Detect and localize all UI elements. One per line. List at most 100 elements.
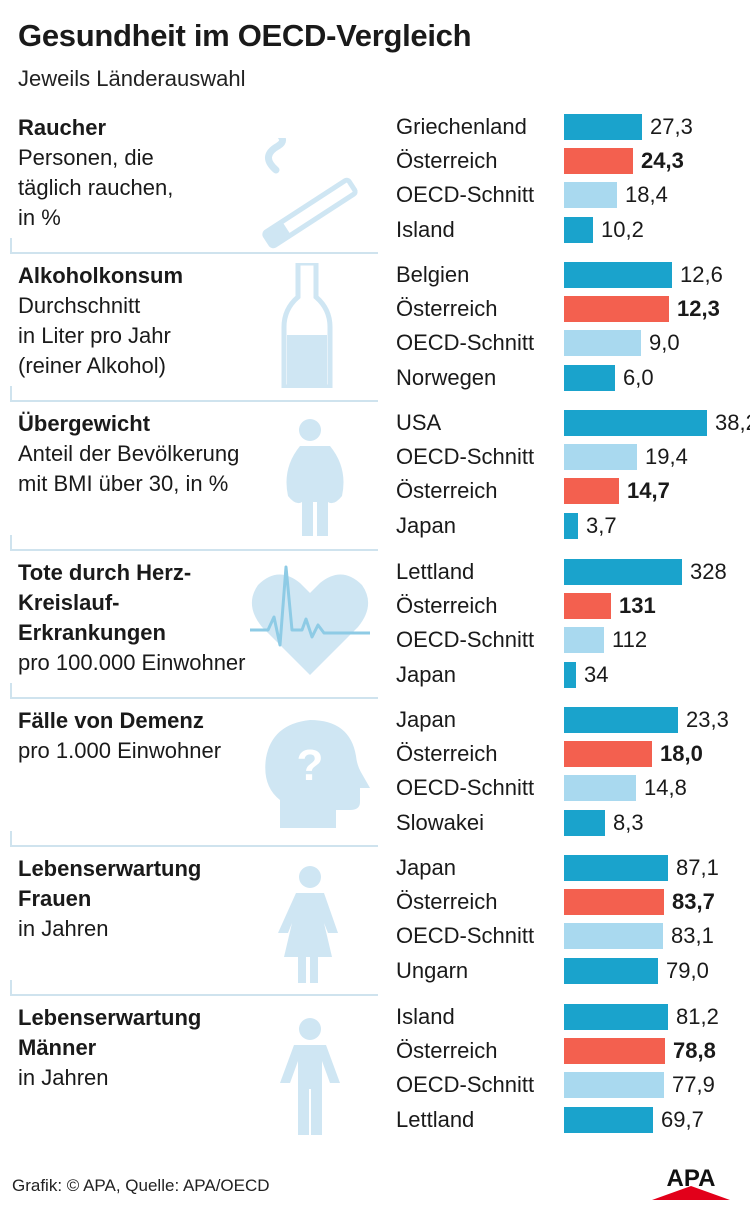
bar-row: Österreich 24,3 xyxy=(0,144,750,178)
bar-row: Island 10,2 xyxy=(0,213,750,247)
section-title: Lebenserwartung Männer xyxy=(18,1005,202,1060)
category-label: Österreich xyxy=(396,593,498,618)
value-label: 38,2 xyxy=(715,410,750,435)
bar xyxy=(564,810,605,836)
category-label: OECD-Schnitt xyxy=(396,444,535,469)
value-label: 77,9 xyxy=(672,1072,715,1097)
section-divider xyxy=(10,994,378,996)
bar-row: Slowakei 8,3 xyxy=(0,806,750,840)
bar xyxy=(564,593,611,619)
category-label: Griechenland xyxy=(396,114,527,139)
category-label: Lettland xyxy=(396,1107,475,1132)
section-divider xyxy=(10,400,378,402)
value-label: 78,8 xyxy=(673,1038,716,1063)
bar xyxy=(564,627,604,653)
chart-section: Alkoholkonsum Durchschnitt in Liter pro J… xyxy=(0,238,750,406)
chart-section: Übergewicht Anteil der Bevölkerung mit BM… xyxy=(0,386,750,554)
bar xyxy=(564,1004,668,1030)
value-label: 23,3 xyxy=(686,707,729,732)
apa-logo: APA xyxy=(652,1165,730,1200)
page-title: Gesundheit im OECD-Vergleich xyxy=(18,18,472,53)
category-label: Österreich xyxy=(396,148,498,173)
bar-row: Lettland 328 xyxy=(0,555,750,589)
section-divider xyxy=(10,252,378,254)
value-label: 8,3 xyxy=(613,810,644,835)
value-label: 12,3 xyxy=(677,296,720,321)
section-description: in Jahren xyxy=(18,916,109,941)
svg-text:?: ? xyxy=(297,741,324,790)
bar xyxy=(564,513,578,539)
chart-section: Raucher Personen, die täglich rauchen, in… xyxy=(0,110,750,258)
category-label: OECD-Schnitt xyxy=(396,627,535,652)
category-label: Japan xyxy=(396,513,456,538)
category-label: Österreich xyxy=(396,296,498,321)
section-description: in Jahren xyxy=(18,1065,109,1090)
bar xyxy=(564,741,652,767)
value-label: 18,0 xyxy=(660,741,703,766)
value-label: 12,6 xyxy=(680,262,723,287)
category-label: OECD-Schnitt xyxy=(396,1072,535,1097)
bar xyxy=(564,444,637,470)
bar-row: OECD-Schnitt 19,4 xyxy=(0,440,750,474)
bar-row: OECD-Schnitt 77,9 xyxy=(0,1068,750,1102)
chart-section: Tote durch Herz- Kreislauf- Erkrankungen… xyxy=(0,535,750,703)
woman-icon xyxy=(278,866,338,983)
value-label: 10,2 xyxy=(601,217,644,242)
value-label: 328 xyxy=(690,559,727,584)
bar xyxy=(564,182,617,208)
source-credit: Grafik: © APA, Quelle: APA/OECD xyxy=(12,1176,270,1195)
bar-row: Japan 23,3 xyxy=(0,703,750,737)
value-label: 6,0 xyxy=(623,365,654,390)
bar-row: Österreich 12,3 xyxy=(0,292,750,326)
value-label: 83,1 xyxy=(671,923,714,948)
bar-row: Griechenland 27,3 xyxy=(0,110,750,144)
bar-row: Österreich 78,8 xyxy=(0,1034,750,1068)
value-label: 87,1 xyxy=(676,855,719,880)
bar xyxy=(564,855,668,881)
section-divider-end xyxy=(10,831,12,845)
category-label: Japan xyxy=(396,707,456,732)
section-title: Raucher xyxy=(18,115,107,140)
section-title: Lebenserwartung Frauen xyxy=(18,856,202,911)
bar xyxy=(564,707,678,733)
value-label: 81,2 xyxy=(676,1004,719,1029)
chart-section: ? Fälle von Demenz pro 1.000 Einwohner Japa… xyxy=(0,683,750,851)
value-label: 79,0 xyxy=(666,958,709,983)
bar xyxy=(564,889,664,915)
category-label: Österreich xyxy=(396,1038,498,1063)
section-divider-end xyxy=(10,535,12,549)
category-label: Ungarn xyxy=(396,958,469,983)
category-label: OECD-Schnitt xyxy=(396,330,535,355)
head-question-icon: ? xyxy=(265,720,370,828)
bar xyxy=(564,410,707,436)
bottle-icon xyxy=(281,263,333,388)
section-description: Personen, die täglich rauchen, in % xyxy=(18,145,174,230)
bar xyxy=(564,296,669,322)
section-divider xyxy=(10,549,378,551)
bar-row: Japan 34 xyxy=(0,658,750,692)
apa-logo-text: APA xyxy=(667,1165,716,1192)
chart-section: Lebenserwartung Männer in Jahren Island 81,… xyxy=(0,980,750,1148)
bar-row: Österreich 14,7 xyxy=(0,474,750,508)
bar-row: Österreich 83,7 xyxy=(0,885,750,919)
value-label: 34 xyxy=(584,662,609,687)
category-label: USA xyxy=(396,410,442,435)
bar xyxy=(564,478,619,504)
bar-row: OECD-Schnitt 9,0 xyxy=(0,326,750,360)
bar-row: Österreich 131 xyxy=(0,589,750,623)
bar xyxy=(564,923,663,949)
bar-row: Japan 87,1 xyxy=(0,851,750,885)
value-label: 112 xyxy=(612,627,648,652)
category-label: OECD-Schnitt xyxy=(396,775,535,800)
bar-row: Norwegen 6,0 xyxy=(0,361,750,395)
section-title: Tote durch Herz- Kreislauf- Erkrankungen xyxy=(18,560,192,645)
category-label: Lettland xyxy=(396,559,475,584)
value-label: 14,8 xyxy=(644,775,687,800)
bar-row: OECD-Schnitt 112 xyxy=(0,623,750,657)
bar-row: Island 81,2 xyxy=(0,1000,750,1034)
section-description: Durchschnitt in Liter pro Jahr (reiner A… xyxy=(18,293,171,378)
category-label: Japan xyxy=(396,855,456,880)
bar xyxy=(564,365,615,391)
value-label: 27,3 xyxy=(650,114,693,139)
category-label: Belgien xyxy=(396,262,470,287)
